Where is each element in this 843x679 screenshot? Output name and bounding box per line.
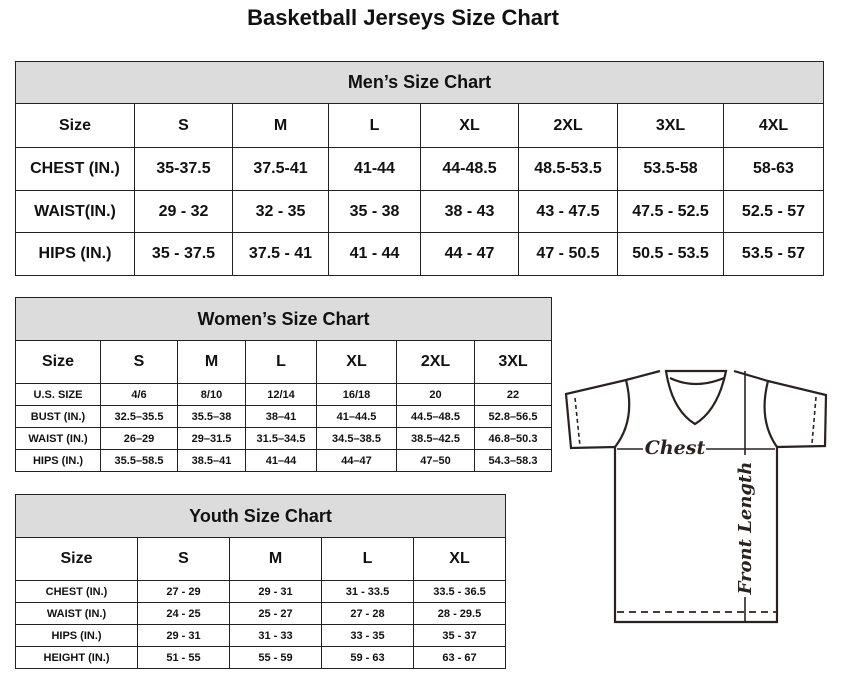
jersey-outline-icon (564, 369, 828, 624)
table-cell: 35 - 37.5 (134, 232, 233, 276)
table-cell: 43 - 47.5 (518, 190, 618, 233)
column-header: 2XL (518, 103, 618, 148)
row-label: CHEST (IN.) (15, 147, 135, 191)
table-cell: 53.5-58 (617, 147, 724, 191)
column-header: S (137, 537, 230, 581)
table-row: WAIST (IN.) 26–29 29–31.5 31.5–34.5 34.5–38.… (15, 427, 553, 450)
row-label: HEIGHT (IN.) (15, 646, 138, 669)
column-header: L (245, 340, 317, 384)
column-header: XL (412, 537, 507, 581)
table-cell: 63 - 67 (412, 646, 507, 669)
row-label: BUST (IN.) (15, 405, 101, 428)
table-cell: 34.5–38.5 (316, 427, 397, 450)
table-cell: 51 - 55 (137, 646, 230, 669)
table-cell: 37.5 - 41 (232, 232, 329, 276)
column-header: 2XL (396, 340, 475, 384)
table-caption: Youth Size Chart (14, 494, 507, 538)
table-cell: 26–29 (100, 427, 178, 450)
table-cell: 53.5 - 57 (723, 232, 824, 276)
column-header: L (328, 103, 421, 148)
table-cell: 38.5–41 (177, 449, 246, 472)
chest-label: Chest (645, 437, 706, 459)
column-header: M (229, 537, 322, 581)
table-row: WAIST (IN.) 24 - 25 25 - 27 27 - 28 28 - 29.… (15, 602, 507, 625)
table-row: HIPS (IN.) 35 - 37.5 37.5 - 41 41 - 44 44 - … (15, 232, 824, 276)
table-cell: 58-63 (723, 147, 824, 191)
table-cell: 52.8–56.5 (473, 405, 553, 428)
table-cell: 54.3–58.3 (473, 449, 553, 472)
mens-size-table: Men’s Size Chart Size S M L XL 2XL 3XL 4XL CHEST … (15, 61, 824, 276)
table-cell: 38 - 43 (420, 190, 519, 233)
table-cell: 33.5 - 36.5 (412, 580, 507, 603)
table-cell: 29 - 31 (137, 624, 230, 647)
table-cell: 35 - 38 (328, 190, 421, 233)
table-cell: 33 - 35 (321, 624, 414, 647)
column-header: Size (15, 340, 101, 384)
table-cell: 25 - 27 (229, 602, 322, 625)
column-header: 3XL (617, 103, 724, 148)
table-cell: 41–44 (245, 449, 317, 472)
table-cell: 41-44 (328, 147, 421, 191)
column-header: Size (15, 537, 138, 581)
table-cell: 48.5-53.5 (518, 147, 618, 191)
table-row: BUST (IN.) 32.5–35.5 35.5–38 38–41 41–44.5 44… (15, 405, 553, 428)
header-row: Size S M L XL (15, 537, 507, 581)
table-caption: Men’s Size Chart (15, 61, 824, 104)
table-cell: 31 - 33 (229, 624, 322, 647)
column-header: S (134, 103, 233, 148)
table-row: HIPS (IN.) 35.5–58.5 38.5–41 41–44 44–47 47–5… (15, 449, 553, 472)
page-title: Basketball Jerseys Size Chart (247, 5, 559, 30)
column-header: XL (420, 103, 519, 148)
front-length-label: Front Length (735, 462, 756, 596)
table-row: CHEST (IN.) 27 - 29 29 - 31 31 - 33.5 33.5 -… (15, 580, 507, 603)
header-row: Size S M L XL 2XL 3XL 4XL (15, 103, 824, 148)
table-cell: 32 - 35 (232, 190, 329, 233)
column-header: M (232, 103, 329, 148)
table-cell: 55 - 59 (229, 646, 322, 669)
table-cell: 44-48.5 (420, 147, 519, 191)
table-cell: 52.5 - 57 (723, 190, 824, 233)
table-row: CHEST (IN.) 35-37.5 37.5-41 41-44 44-48.5 48.… (15, 147, 824, 191)
table-cell: 47–50 (396, 449, 475, 472)
youth-size-table: Youth Size Chart Size S M L XL CHEST (IN.) 27 -… (14, 494, 507, 669)
table-cell: 29–31.5 (177, 427, 246, 450)
table-cell: 47 - 50.5 (518, 232, 618, 276)
womens-size-table: Women’s Size Chart Size S M L XL 2XL 3XL U.S. SI… (14, 297, 553, 472)
table-row: U.S. SIZE 4/6 8/10 12/14 16/18 20 22 (15, 383, 553, 406)
table-cell: 59 - 63 (321, 646, 414, 669)
table-cell: 35.5–38 (177, 405, 246, 428)
row-label: HIPS (IN.) (15, 232, 135, 276)
table-cell: 46.8–50.3 (473, 427, 553, 450)
table-cell: 28 - 29.5 (412, 602, 507, 625)
row-label: WAIST(IN.) (15, 190, 135, 233)
table-row: HEIGHT (IN.) 51 - 55 55 - 59 59 - 63 63 - 67 (15, 646, 507, 669)
table-cell: 41 - 44 (328, 232, 421, 276)
row-label: HIPS (IN.) (15, 449, 101, 472)
table-cell: 44.5–48.5 (396, 405, 475, 428)
column-header: L (321, 537, 414, 581)
table-row: WAIST(IN.) 29 - 32 32 - 35 35 - 38 38 - 43 43… (15, 190, 824, 233)
header-row: Size S M L XL 2XL 3XL (15, 340, 553, 384)
